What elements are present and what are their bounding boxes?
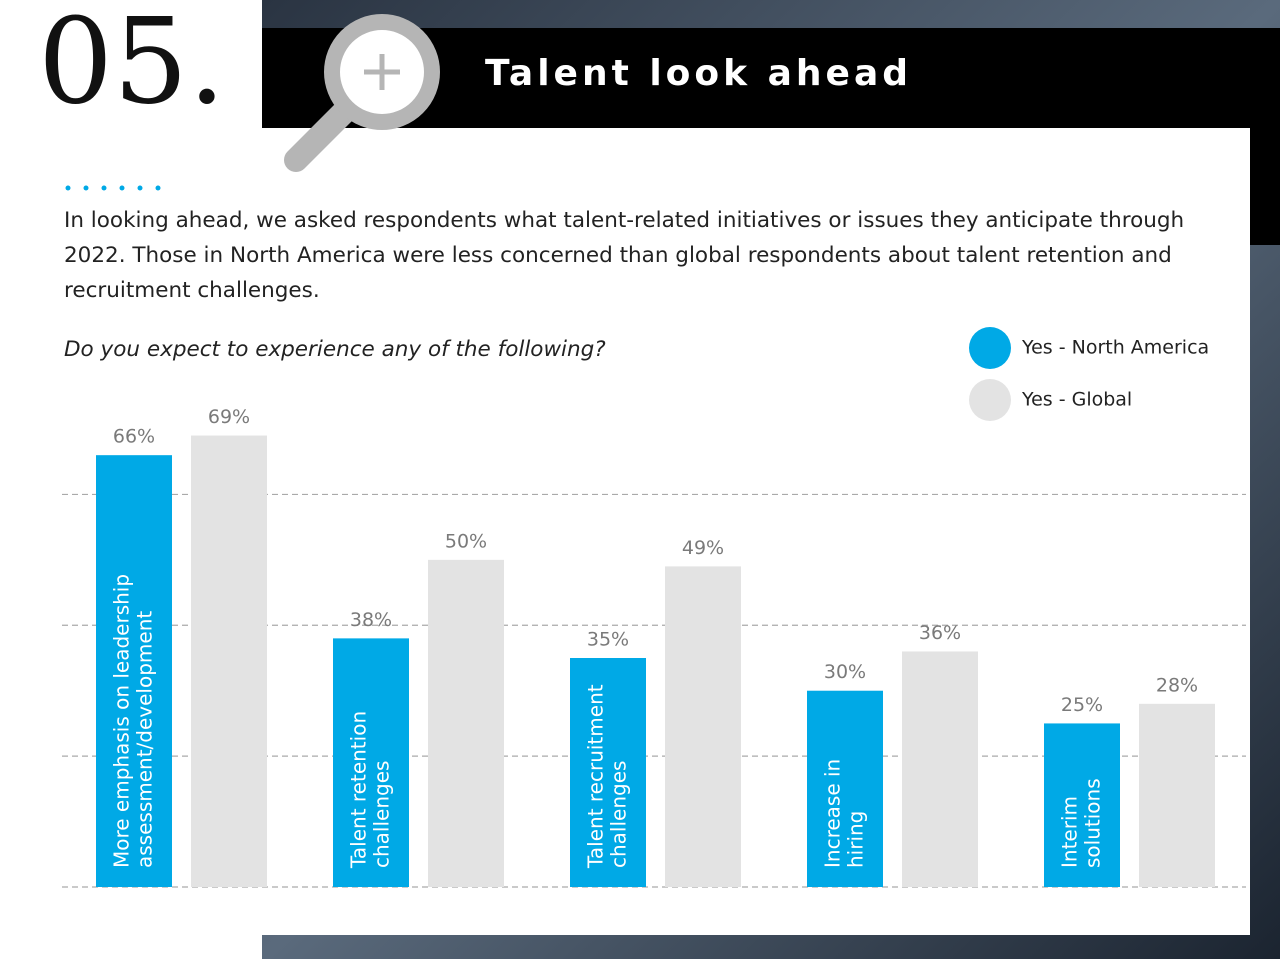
page-title: Talent look ahead xyxy=(485,53,912,94)
value-label: 50% xyxy=(445,530,487,552)
category-label: Increase in xyxy=(821,759,845,868)
value-label: 69% xyxy=(208,406,250,428)
category-label: Interim xyxy=(1058,796,1082,868)
category-label: assessment/development xyxy=(133,611,157,868)
value-label: 38% xyxy=(350,609,392,631)
bar xyxy=(1044,723,1120,887)
bar xyxy=(333,638,409,887)
category-label: challenges xyxy=(607,761,631,868)
value-label: 66% xyxy=(113,426,155,448)
category-label: Talent retention xyxy=(347,711,371,869)
category-label: challenges xyxy=(370,761,394,868)
intro-text: In looking ahead, we asked respondents w… xyxy=(64,208,1185,303)
category-label: More emphasis on leadership xyxy=(110,574,134,868)
value-label: 49% xyxy=(682,537,724,559)
value-label: 36% xyxy=(919,622,961,644)
bar xyxy=(807,690,883,887)
category-label: solutions xyxy=(1081,778,1105,868)
legend-swatch xyxy=(969,379,1011,421)
value-label: 30% xyxy=(824,661,866,683)
title-band-edge xyxy=(1250,128,1280,245)
legend-label: Yes - Global xyxy=(1021,389,1132,411)
bar xyxy=(665,566,741,887)
bar xyxy=(570,658,646,887)
value-label: 28% xyxy=(1156,674,1198,696)
value-label: 25% xyxy=(1061,694,1103,716)
magnifier-icon xyxy=(284,14,440,172)
category-label: hiring xyxy=(844,811,868,868)
chart-subtitle: Do you expect to experience any of the f… xyxy=(64,337,606,362)
bar xyxy=(902,651,978,887)
category-label: Talent recruitment xyxy=(584,684,608,869)
legend-swatch xyxy=(969,327,1011,369)
bar xyxy=(191,435,267,887)
bar xyxy=(1139,703,1215,887)
section-number: 05. xyxy=(38,0,226,131)
value-label: 35% xyxy=(587,629,629,651)
bar xyxy=(428,559,504,887)
dots xyxy=(65,185,161,191)
bar xyxy=(96,455,172,887)
legend-label: Yes - North America xyxy=(1021,337,1209,359)
